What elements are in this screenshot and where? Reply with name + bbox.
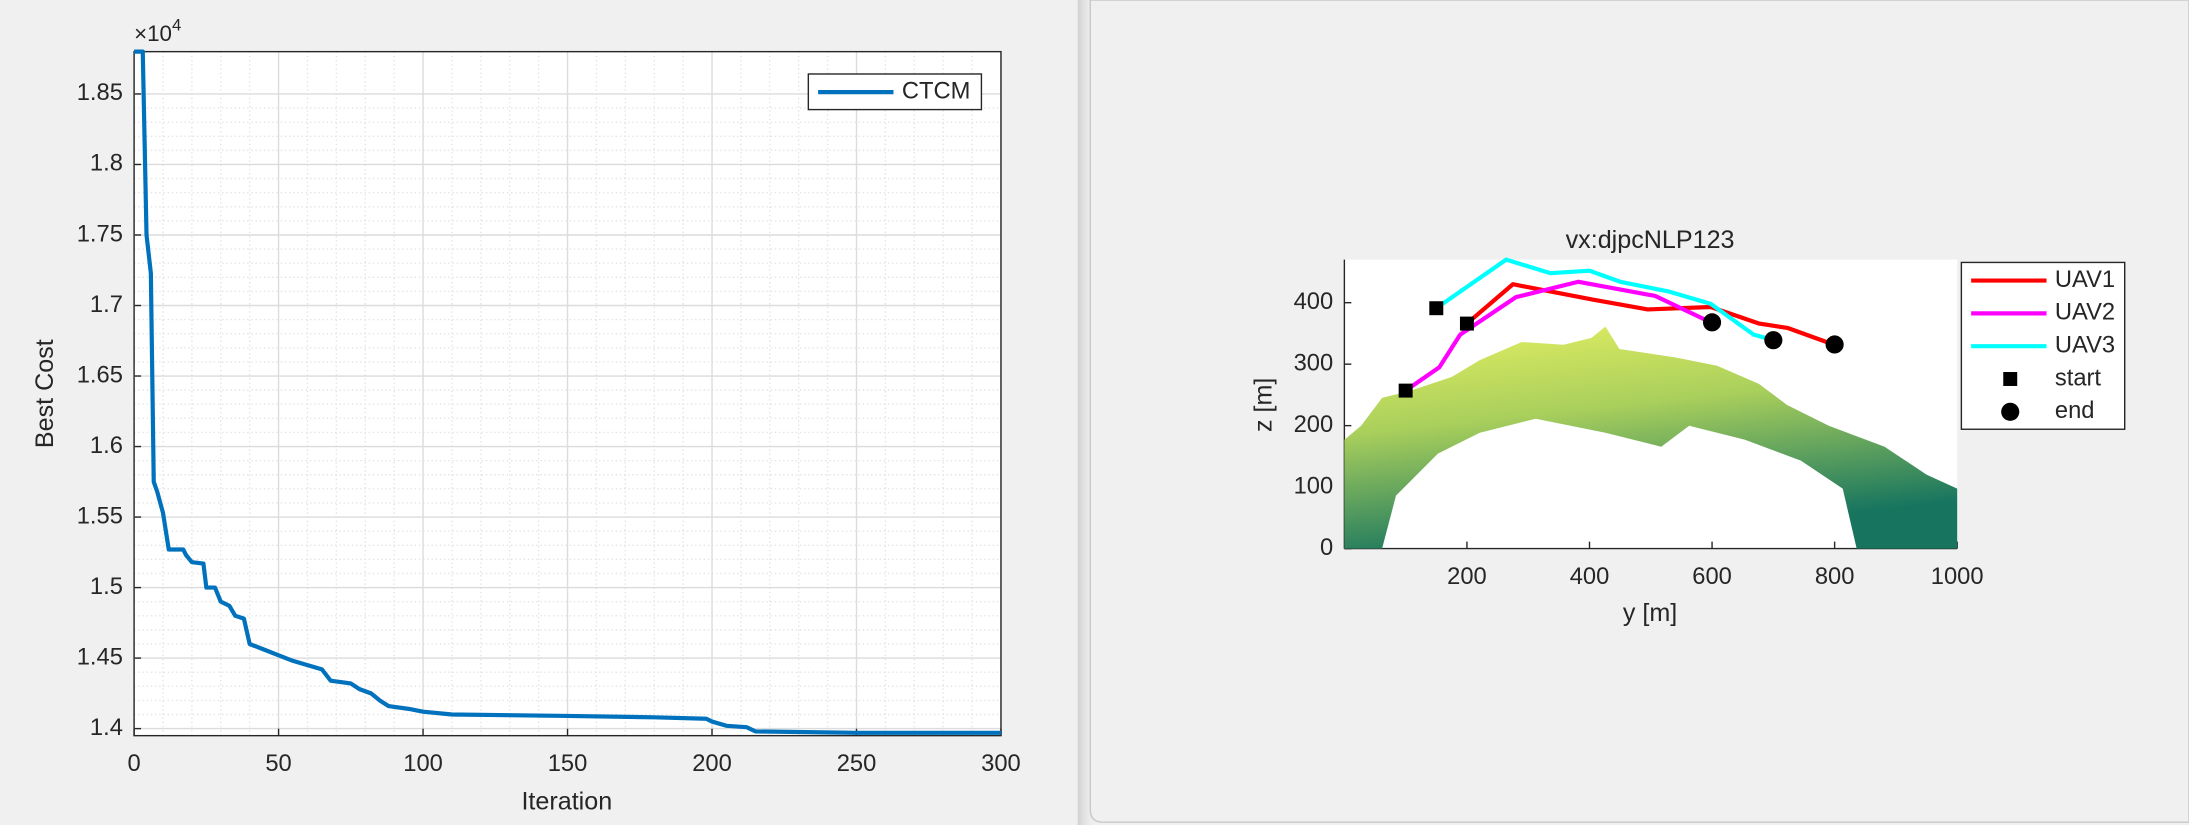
legend-label: start: [2055, 365, 2102, 391]
x-tick-label: 400: [1570, 564, 1610, 590]
x-tick-label: 600: [1692, 564, 1732, 590]
legend-label: UAV3: [2055, 332, 2115, 358]
y-tick-label: 1.4: [90, 715, 123, 741]
end-marker: [1825, 335, 1844, 354]
x-tick-label: 1000: [1931, 564, 1984, 590]
y-multiplier: ×104: [134, 16, 181, 46]
y-tick-label: 1.75: [77, 221, 123, 247]
end-marker: [1764, 331, 1783, 350]
y-axis-label: Best Cost: [31, 339, 59, 448]
x-tick-label: 300: [981, 751, 1021, 777]
y-tick-label: 100: [1294, 473, 1334, 499]
start-marker: [1429, 301, 1444, 316]
series-line: [134, 49, 1001, 735]
y-tick-label: 1.8: [90, 151, 123, 177]
x-tick-label: 800: [1815, 564, 1855, 590]
x-tick-label: 100: [403, 751, 443, 777]
legend-label: UAV2: [2055, 300, 2115, 326]
multiplier-base: ×10: [134, 21, 172, 46]
start-marker: [1398, 383, 1413, 398]
y-tick-label: 200: [1294, 412, 1334, 438]
y-axis-label: z [m]: [1249, 378, 1277, 432]
x-tick-label: 200: [1447, 564, 1487, 590]
x-axis-label: Iteration: [521, 787, 612, 815]
x-axis-label: y [m]: [1623, 599, 1677, 627]
x-tick-label: 200: [692, 751, 732, 777]
y-tick-label: 300: [1294, 350, 1334, 376]
legend-label: end: [2055, 398, 2095, 424]
legend-label: CTCM: [902, 78, 971, 104]
y-tick-label: 1.5: [90, 574, 123, 600]
start-marker: [1459, 316, 1474, 331]
y-tick-label: 400: [1294, 289, 1334, 315]
chart-title: vx:djpcNLP123: [1566, 226, 1735, 254]
x-tick-label: 50: [265, 751, 291, 777]
y-tick-label: 1.6: [90, 433, 123, 459]
series-line: [1404, 279, 1712, 393]
x-tick-label: 0: [127, 751, 140, 777]
y-tick-label: 1.65: [77, 362, 123, 388]
multiplier-exponent: 4: [172, 16, 181, 35]
legend-label: UAV1: [2055, 267, 2115, 293]
legend-swatch: [2003, 372, 2018, 386]
series-line: [1435, 257, 1774, 343]
x-tick-label: 250: [837, 751, 877, 777]
axes-box: [133, 50, 1002, 737]
y-tick-label: 1.85: [77, 80, 123, 106]
y-tick-label: 1.55: [77, 503, 123, 529]
legend-swatch: [2001, 402, 2020, 421]
x-tick-label: 150: [548, 751, 588, 777]
y-tick-label: 1.7: [90, 292, 123, 318]
terrain-surface: [1344, 326, 1958, 549]
y-tick-label: 0: [1320, 535, 1333, 561]
end-marker: [1702, 313, 1722, 332]
y-tick-label: 1.45: [77, 644, 123, 670]
